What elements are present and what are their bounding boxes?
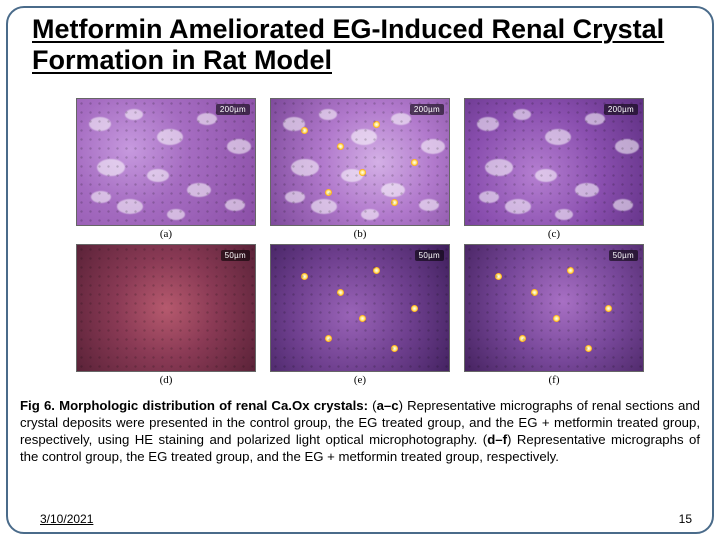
scalebar-label: 200µm [604,104,638,115]
micrograph-image: 50µm [270,244,450,372]
slide-title: Metformin Ameliorated EG-Induced Renal C… [32,14,688,76]
panel-a: 200µm (a) [76,98,256,240]
panel-label: (d) [160,374,173,386]
scalebar-label: 50µm [415,250,444,261]
micrograph-image: 50µm [464,244,644,372]
panel-label: (a) [160,228,172,240]
panel-f: 50µm (f) [464,244,644,386]
scalebar-label: 50µm [221,250,250,261]
panel-label: (f) [549,374,560,386]
caption-lead: Fig 6. Morphologic distribution of renal… [20,398,368,413]
footer-date: 3/10/2021 [40,512,93,526]
scalebar-label: 50µm [609,250,638,261]
panel-b: 200µm (b) [270,98,450,240]
panel-label: (e) [354,374,366,386]
micrograph-grid: 200µm(a)200µm(b)200µm(c)50µm(d)50µm(e)50… [76,98,644,386]
scalebar-label: 200µm [216,104,250,115]
footer-page-number: 15 [679,512,692,526]
panel-label: (b) [354,228,367,240]
panel-c: 200µm (c) [464,98,644,240]
panel-e: 50µm (e) [270,244,450,386]
micrograph-image: 200µm [270,98,450,226]
panel-label: (c) [548,228,560,240]
micrograph-image: 200µm [76,98,256,226]
figure-caption: Fig 6. Morphologic distribution of renal… [20,398,700,466]
micrograph-image: 50µm [76,244,256,372]
scalebar-label: 200µm [410,104,444,115]
micrograph-image: 200µm [464,98,644,226]
panel-d: 50µm (d) [76,244,256,386]
